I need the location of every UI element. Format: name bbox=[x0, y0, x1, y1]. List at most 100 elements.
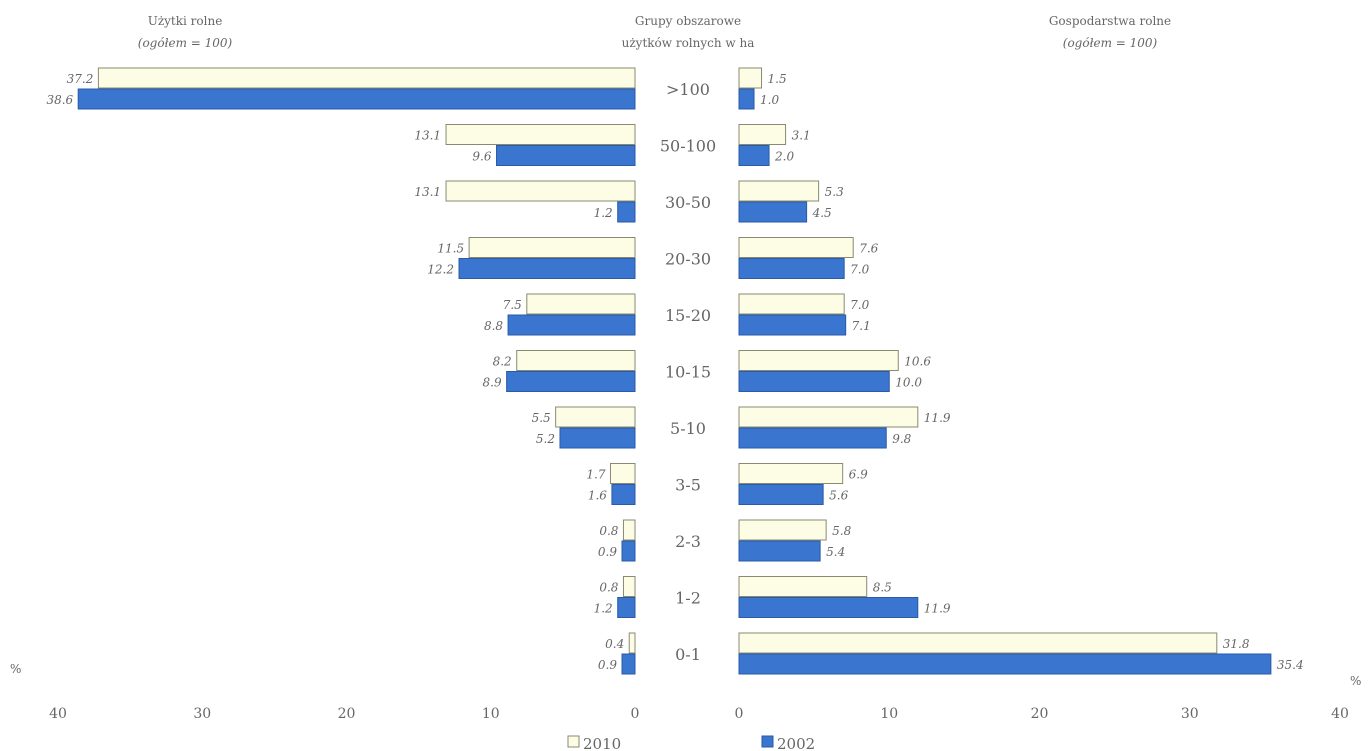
right-bar-2002 bbox=[738, 653, 1272, 675]
right-bar-2010 bbox=[738, 237, 854, 258]
right-bar-2002 bbox=[738, 371, 890, 392]
left-value-label-2010: 13.1 bbox=[414, 129, 441, 143]
right-value-label-2002: 7.0 bbox=[850, 263, 869, 277]
left-value-label-2010: 5.5 bbox=[532, 411, 551, 425]
left-value-label-2002: 0.9 bbox=[598, 658, 617, 672]
left-bar-2010 bbox=[609, 463, 636, 484]
left-value-label-2010: 0.4 bbox=[605, 637, 624, 651]
right-bar-2002 bbox=[738, 258, 845, 279]
right-value-label-2002: 10.0 bbox=[895, 376, 922, 390]
right-panel-subtitle: (ogółem = 100) bbox=[1063, 36, 1158, 50]
left-bar-2010 bbox=[622, 519, 636, 541]
right-bar-2010 bbox=[738, 350, 899, 371]
left-bar-2002 bbox=[77, 88, 636, 110]
right-x-tick-label: 0 bbox=[735, 706, 744, 722]
right-bar-2010 bbox=[738, 463, 844, 484]
left-panel-subtitle: (ogółem = 100) bbox=[138, 36, 233, 50]
left-value-label-2010: 8.2 bbox=[493, 355, 512, 369]
left-bar-2002 bbox=[611, 484, 636, 505]
left-bar-2010 bbox=[468, 237, 636, 258]
category-label: 0-1 bbox=[675, 645, 701, 664]
right-value-label-2002: 9.8 bbox=[892, 432, 911, 446]
right-bar-2002 bbox=[738, 484, 824, 505]
right-value-label-2010: 3.1 bbox=[792, 129, 811, 143]
left-bar-2010 bbox=[526, 293, 636, 315]
right-x-tick-label: 40 bbox=[1331, 706, 1349, 722]
left-bar-2010 bbox=[622, 576, 636, 597]
right-bar-2002 bbox=[738, 145, 770, 166]
right-value-label-2002: 7.1 bbox=[852, 319, 871, 333]
left-bar-2002 bbox=[617, 597, 636, 618]
left-bar-2010 bbox=[97, 67, 636, 89]
right-x-tick-label: 20 bbox=[1031, 706, 1049, 722]
right-bar-2002 bbox=[738, 201, 808, 223]
left-value-label-2002: 9.6 bbox=[472, 150, 491, 164]
left-value-label-2010: 7.5 bbox=[503, 298, 522, 312]
right-value-label-2002: 5.4 bbox=[826, 545, 845, 559]
right-value-label-2002: 2.0 bbox=[774, 150, 794, 164]
left-bar-2002 bbox=[507, 314, 636, 336]
category-label: 15-20 bbox=[665, 306, 711, 325]
left-value-label-2002: 1.2 bbox=[594, 602, 613, 616]
left-value-label-2002: 5.2 bbox=[536, 432, 555, 446]
right-value-label-2010: 8.5 bbox=[873, 581, 892, 595]
left-x-tick-label: 0 bbox=[631, 706, 640, 722]
category-label: 50-100 bbox=[660, 137, 716, 156]
right-value-label-2010: 1.5 bbox=[768, 72, 787, 86]
legend-label-2010: 2010 bbox=[583, 735, 621, 751]
legend-swatch-2010 bbox=[567, 735, 580, 748]
left-bar-2010 bbox=[445, 180, 636, 202]
right-bar-2010 bbox=[738, 124, 787, 145]
right-bar-2002 bbox=[738, 427, 887, 449]
right-bar-2010 bbox=[738, 293, 845, 315]
left-bar-2002 bbox=[621, 540, 636, 562]
right-bar-2010 bbox=[738, 180, 820, 202]
left-panel-title: Użytki rolne bbox=[148, 14, 223, 28]
right-value-label-2010: 6.9 bbox=[849, 468, 868, 482]
center-header-line1: Grupy obszarowe bbox=[635, 14, 741, 28]
left-value-label-2002: 38.6 bbox=[46, 93, 73, 107]
category-label: 5-10 bbox=[670, 419, 706, 438]
category-label: 20-30 bbox=[665, 250, 711, 269]
left-bar-2010 bbox=[628, 632, 636, 654]
right-bar-2002 bbox=[738, 597, 919, 618]
left-bar-2010 bbox=[516, 350, 636, 371]
category-label: 30-50 bbox=[665, 193, 711, 212]
right-value-label-2002: 5.6 bbox=[829, 489, 848, 503]
right-bar-2002 bbox=[738, 540, 821, 562]
left-value-label-2002: 0.9 bbox=[598, 545, 617, 559]
left-x-tick-label: 10 bbox=[482, 706, 500, 722]
right-bar-2002 bbox=[738, 88, 755, 110]
right-x-tick-label: 10 bbox=[880, 706, 898, 722]
left-bar-2002 bbox=[621, 653, 636, 675]
right-value-label-2010: 5.3 bbox=[825, 185, 844, 199]
legend-label-2002: 2002 bbox=[777, 735, 815, 751]
left-value-label-2010: 0.8 bbox=[599, 581, 618, 595]
left-value-label-2010: 13.1 bbox=[414, 185, 441, 199]
right-value-label-2010: 11.9 bbox=[924, 411, 951, 425]
right-value-label-2002: 11.9 bbox=[924, 602, 951, 616]
left-bar-2002 bbox=[458, 258, 636, 279]
left-bar-2010 bbox=[555, 406, 636, 428]
category-label: 2-3 bbox=[675, 532, 701, 551]
right-bar-2002 bbox=[738, 314, 847, 336]
right-value-label-2010: 31.8 bbox=[1223, 637, 1250, 651]
right-value-label-2002: 4.5 bbox=[812, 206, 832, 220]
right-x-tick-label: 30 bbox=[1181, 706, 1199, 722]
center-header-line2: użytków rolnych w ha bbox=[622, 36, 755, 50]
left-bar-2002 bbox=[559, 427, 636, 449]
right-panel-title: Gospodarstwa rolne bbox=[1049, 14, 1171, 28]
left-value-label-2002: 1.6 bbox=[588, 489, 607, 503]
right-bar-2010 bbox=[738, 576, 868, 597]
right-value-label-2010: 7.0 bbox=[850, 298, 869, 312]
right-value-label-2010: 7.6 bbox=[859, 242, 878, 256]
right-value-label-2010: 5.8 bbox=[832, 524, 851, 538]
left-value-label-2010: 11.5 bbox=[437, 242, 464, 256]
left-bar-2002 bbox=[506, 371, 636, 392]
left-bar-2010 bbox=[445, 124, 636, 145]
left-value-label-2002: 8.9 bbox=[483, 376, 502, 390]
right-unit-label: % bbox=[1350, 674, 1361, 688]
right-value-label-2010: 10.6 bbox=[904, 355, 931, 369]
left-value-label-2010: 0.8 bbox=[599, 524, 618, 538]
left-x-tick-label: 20 bbox=[338, 706, 356, 722]
